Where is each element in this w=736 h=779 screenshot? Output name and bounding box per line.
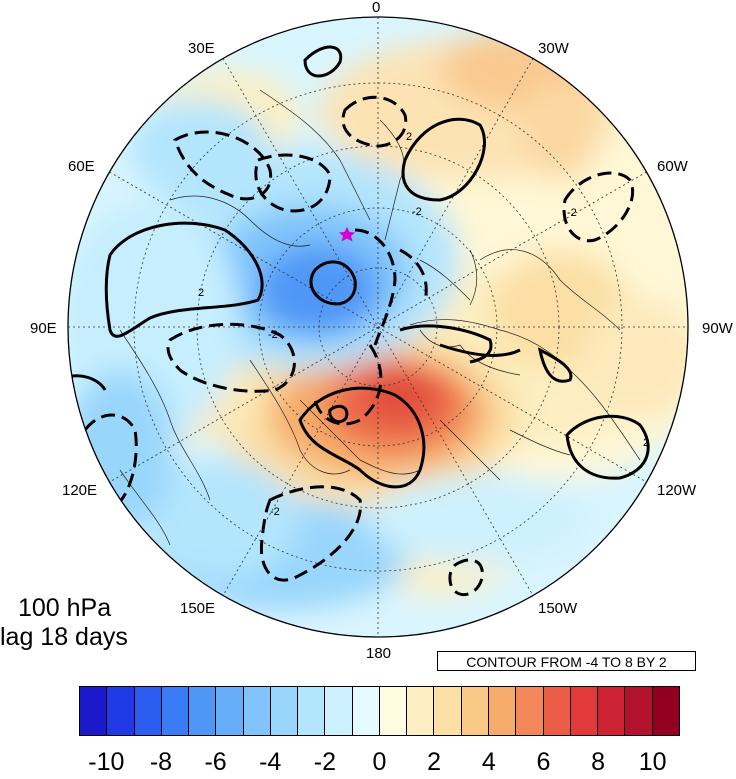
- title-level: 100 hPa: [18, 594, 112, 622]
- colorbar-tick-label: 4: [481, 748, 496, 776]
- contour-label: -2: [268, 329, 278, 341]
- coastlines: [119, 89, 641, 546]
- positive-contours: [68, 45, 650, 489]
- contour-label: -2: [567, 207, 577, 219]
- contour-note: CONTOUR FROM -4 TO 8 BY 2: [437, 651, 696, 671]
- colorbar-tick-label: 10: [638, 748, 667, 776]
- colorbar-cell: [189, 687, 217, 735]
- contour-value-labels: -2 -2 -2 -2 2 2 2: [198, 131, 649, 518]
- colorbar-cell: [80, 687, 108, 735]
- contour-label: -2: [270, 506, 280, 518]
- contour-label: 2: [406, 131, 412, 143]
- lon-label-60w: 60W: [657, 158, 688, 175]
- lon-label-120w: 120W: [657, 482, 697, 499]
- lon-label-180: 180: [366, 645, 392, 662]
- star-marker-icon: [339, 227, 355, 242]
- colorbar-cell: [543, 687, 571, 735]
- colorbar-cell: [598, 687, 626, 735]
- lon-label-90w: 90W: [702, 320, 733, 337]
- lon-label-30e: 30E: [188, 40, 215, 57]
- colorbar-tick-label: -4: [259, 748, 282, 776]
- colorbar-tick-label: 8: [591, 748, 605, 776]
- colorbar-cell: [407, 687, 435, 735]
- colorbar-cell: [216, 687, 244, 735]
- lon-label-90e: 90E: [30, 320, 57, 337]
- colorbar-cell: [243, 687, 271, 735]
- colorbar-cell: [570, 687, 599, 735]
- colorbar-cell: [107, 687, 135, 735]
- contour-label: 2: [198, 287, 204, 299]
- colorbar-tick-label: -10: [88, 748, 125, 776]
- colorbar-cell: [379, 687, 408, 735]
- colorbar-cell: [325, 687, 353, 735]
- colorbar-tick-label: -2: [313, 748, 336, 776]
- contour-label: -2: [412, 206, 422, 218]
- lon-label-60e: 60E: [68, 158, 95, 175]
- colorbar-cell: [270, 687, 299, 735]
- colorbar-cell: [134, 687, 162, 735]
- colorbar-cell: [516, 687, 544, 735]
- colorbar-cell: [625, 687, 653, 735]
- colorbar-cell: [352, 687, 380, 735]
- lon-label-0: 0: [372, 0, 381, 16]
- colorbar-tick-label: 6: [536, 748, 551, 776]
- colorbar-cell: [298, 687, 326, 735]
- colorbar-cell: [461, 687, 489, 735]
- colorbar-cell: [488, 687, 517, 735]
- colorbar-tick-label: -8: [149, 748, 173, 776]
- colorbar: [79, 686, 680, 736]
- colorbar-cell: [161, 687, 190, 735]
- title-lag: lag 18 days: [0, 623, 128, 651]
- colorbar-cell: [652, 687, 679, 735]
- colorbar-tick-label: -6: [204, 748, 227, 776]
- map-boundary: [67, 16, 689, 638]
- colorbar-cell: [434, 687, 462, 735]
- colorbar-tick-label: 0: [372, 748, 387, 776]
- lon-label-150e: 150E: [180, 600, 216, 617]
- lon-label-30w: 30W: [538, 40, 569, 57]
- field-shading: [68, 17, 688, 637]
- negative-contours: [83, 95, 635, 597]
- lon-label-150w: 150W: [538, 600, 578, 617]
- colorbar-tick-label: 2: [427, 748, 442, 776]
- contour-label: 2: [643, 437, 649, 449]
- lon-label-120e: 120E: [62, 482, 98, 499]
